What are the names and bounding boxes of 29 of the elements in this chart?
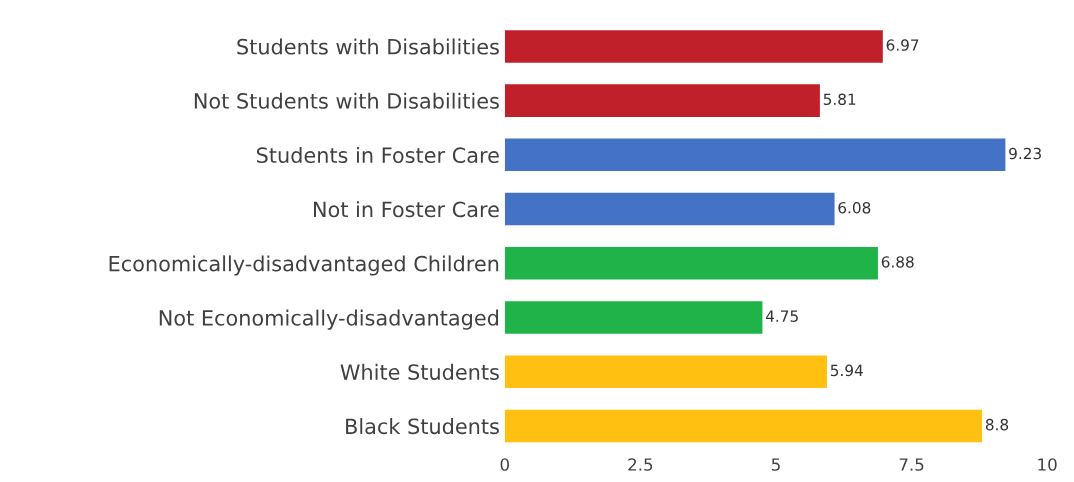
data-label: 6.88 xyxy=(881,256,914,268)
y-tick-label: Students in Foster Care xyxy=(256,146,499,164)
y-tick-label: Economically-disadvantaged Children xyxy=(109,255,499,276)
bar xyxy=(504,84,820,117)
data-label: 9.23 xyxy=(1009,147,1041,160)
y-tick-label: Students with Disabilities xyxy=(237,38,499,55)
bar xyxy=(504,192,835,226)
x-tick-label: 0 xyxy=(500,458,509,471)
x-tick-label: 7.5 xyxy=(899,458,924,471)
bar xyxy=(504,301,763,334)
bar xyxy=(504,30,883,63)
y-tick-label: Not in Foster Care xyxy=(314,201,499,218)
y-tick-label: Not Students with Disabilities xyxy=(194,92,499,109)
bar xyxy=(504,138,1006,172)
data-label: 8.8 xyxy=(985,418,1009,431)
data-label: 6.08 xyxy=(838,201,871,214)
x-tick-label: 2.5 xyxy=(628,458,653,471)
data-label: 4.75 xyxy=(765,310,798,322)
data-label: 6.97 xyxy=(886,39,919,51)
y-tick-label: Not Economically-disadvantaged xyxy=(159,309,499,330)
bar xyxy=(504,355,827,389)
x-tick-label: 5 xyxy=(771,458,780,471)
y-tick-label: Black Students xyxy=(346,418,499,435)
data-label: 5.94 xyxy=(830,364,863,377)
y-tick-label: White Students xyxy=(340,363,499,380)
data-label: 5.81 xyxy=(823,93,856,106)
x-tick-label: 10 xyxy=(1038,458,1057,471)
bar xyxy=(504,409,983,443)
bar xyxy=(504,247,878,280)
